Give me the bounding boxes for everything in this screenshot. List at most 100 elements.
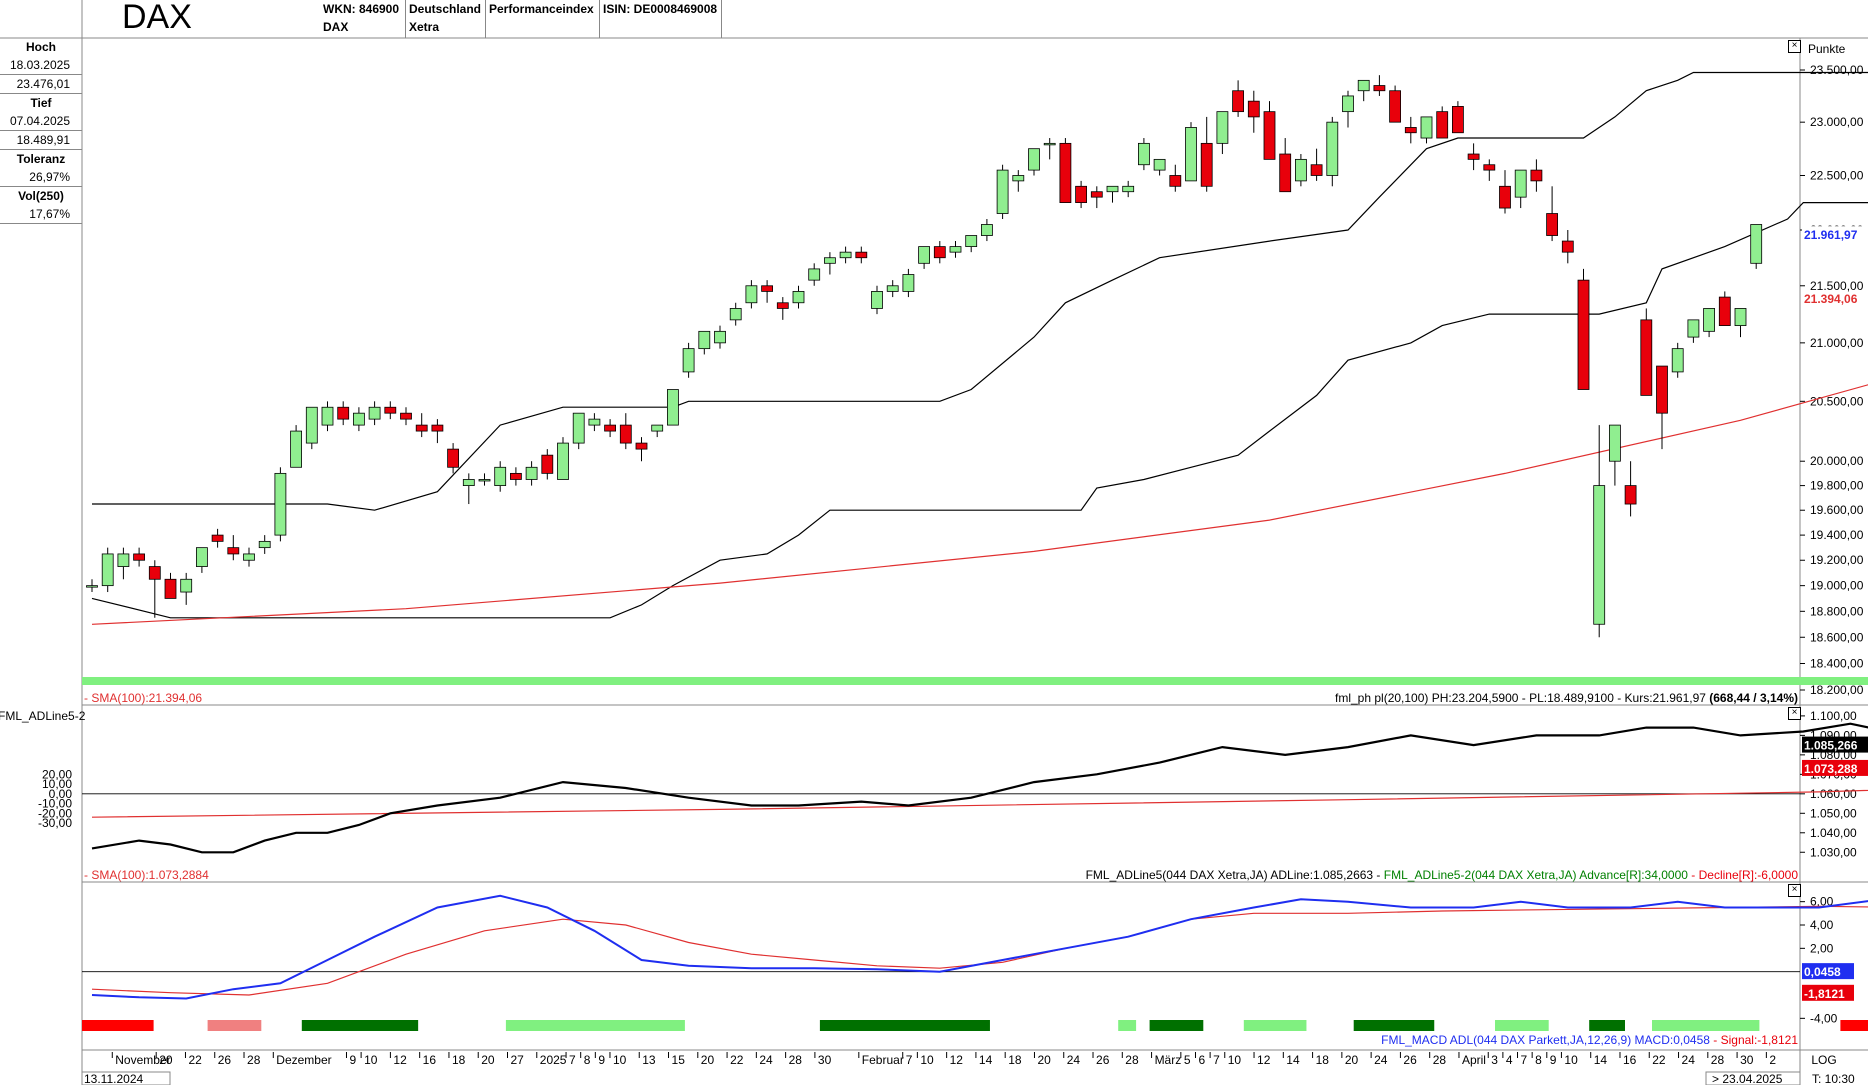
x-tick-label: 22 [188,1053,202,1067]
macd-info-part: - Signal:-1,8121 [1710,1033,1798,1047]
y-tick-label: 1.030,00 [1810,845,1857,859]
candle [1499,185,1511,209]
y-tick-label: 18.600,00 [1810,630,1864,644]
stat-label: Toleranz [16,152,66,166]
candle [415,424,428,432]
left-tick-label: -20,00 [38,806,72,820]
candle [1452,106,1464,134]
wkn-sub: DAX [323,20,349,34]
macd-status-segment [505,1020,685,1031]
candle [1687,319,1700,338]
candle [1750,224,1763,264]
x-tick-label: 22 [1652,1053,1666,1067]
x-tick-label: 7 [1521,1053,1528,1067]
x-tick-label: 3 [1491,1053,1498,1067]
y-tick-label: 2,00 [1810,941,1834,955]
stat-value: 26,97% [0,168,82,187]
stat-value: 07.04.2025 [0,112,82,131]
macd-status-segment [1840,1020,1868,1031]
left-tick-label: 0,00 [49,787,73,801]
candle [1200,142,1213,187]
candle [1640,319,1653,396]
candle [1467,153,1480,160]
adline-info-part: - Decline[R]:-6,0000 [1688,868,1798,882]
candle [902,274,915,292]
candle [839,251,852,259]
candle [431,424,444,432]
time-label: T: 10:30 [1812,1072,1855,1085]
adline-info: FML_ADLine5(044 DAX Xetra,JA) ADLine:1.0… [1086,868,1799,882]
x-tick-label: 14 [1594,1053,1608,1067]
candle [1593,485,1606,625]
x-tick-label: 10 [364,1053,378,1067]
x-tick-label: Februar [862,1053,904,1067]
candle [1295,158,1307,182]
x-tick-label: 2025 [540,1053,567,1067]
index-type-cell: Performanceindex [486,0,600,38]
candle [1561,240,1574,253]
x-tick-label: 20 [1037,1053,1051,1067]
candle [1263,111,1276,160]
y-tick-label: -4,00 [1810,1011,1838,1025]
y-tick-label: 18.200,00 [1810,683,1864,697]
x-tick-label: 18 [452,1053,466,1067]
candle [1310,164,1323,176]
candle [352,412,365,426]
candle [667,389,679,426]
x-tick-label: 10 [1564,1053,1578,1067]
x-tick-label: 24 [1067,1053,1081,1067]
stat-toleranz: Toleranz 26,97% [0,150,82,187]
sma-line [91,384,1868,625]
candle [871,291,883,309]
x-tick-label: 6 [1198,1053,1205,1067]
left-tick-label: 20,00 [42,767,72,781]
isin-cell: ISIN: DE0008469008 [600,0,722,38]
date-start-box [81,1071,171,1085]
y-tick-label: 1.100,00 [1810,709,1857,723]
stat-value: 23.476,01 [0,75,82,94]
x-tick-label: 12 [393,1053,407,1067]
x-tick-label: 13 [642,1053,656,1067]
candle [509,472,522,480]
y-axis-label: Punkte [1808,42,1846,56]
x-tick-label: 30 [818,1053,832,1067]
stat-value: 17,67% [0,205,82,224]
candle [1703,308,1715,332]
y-tick-label: 23.500,00 [1810,63,1864,77]
stat-hoch: Hoch 18.03.2025 23.476,01 [0,38,82,94]
index-type: Performanceindex [489,2,594,16]
x-tick-label: 26 [218,1053,232,1067]
candle [541,454,554,474]
adline-sma-label: - SMA(100):1.073,2884 [84,868,209,882]
x-tick-label: 24 [1682,1053,1696,1067]
x-tick-label: 5 [1184,1053,1191,1067]
indicator-title: FML_ADLine5-2 [0,709,86,723]
close-icon[interactable]: × [1788,884,1801,897]
macd-tag-bg [1802,963,1854,980]
x-tick-label: 28 [1125,1053,1139,1067]
candle [1185,127,1197,182]
candle [1106,185,1119,193]
x-tick-label: Dezember [276,1053,331,1067]
x-tick-label: 28 [789,1053,803,1067]
close-icon[interactable]: × [1788,40,1801,53]
x-tick-label: 12 [950,1053,964,1067]
x-tick-label: 12 [1257,1053,1271,1067]
candle [1216,111,1229,144]
x-tick-label: 9 [1550,1053,1557,1067]
x-tick-label: 24 [759,1053,773,1067]
date-start: 13.11.2024 [84,1072,143,1085]
candle [918,246,930,264]
candle [1357,79,1370,92]
candle [729,308,742,321]
candle [1075,185,1087,203]
macd-tag: 0,0458 [1804,965,1841,979]
wkn-cell: WKN: 846900 DAX [320,0,406,38]
sidebar-panel: Hoch 18.03.2025 23.476,01 Tief 07.04.202… [0,38,82,224]
x-tick-label: 22 [730,1053,744,1067]
x-tick-label: 20 [481,1053,495,1067]
stat-label: Vol(250) [18,189,64,203]
y-tick-label: 19.000,00 [1810,579,1864,593]
close-icon[interactable]: × [1788,707,1801,720]
macd-status-segment [1589,1020,1625,1031]
